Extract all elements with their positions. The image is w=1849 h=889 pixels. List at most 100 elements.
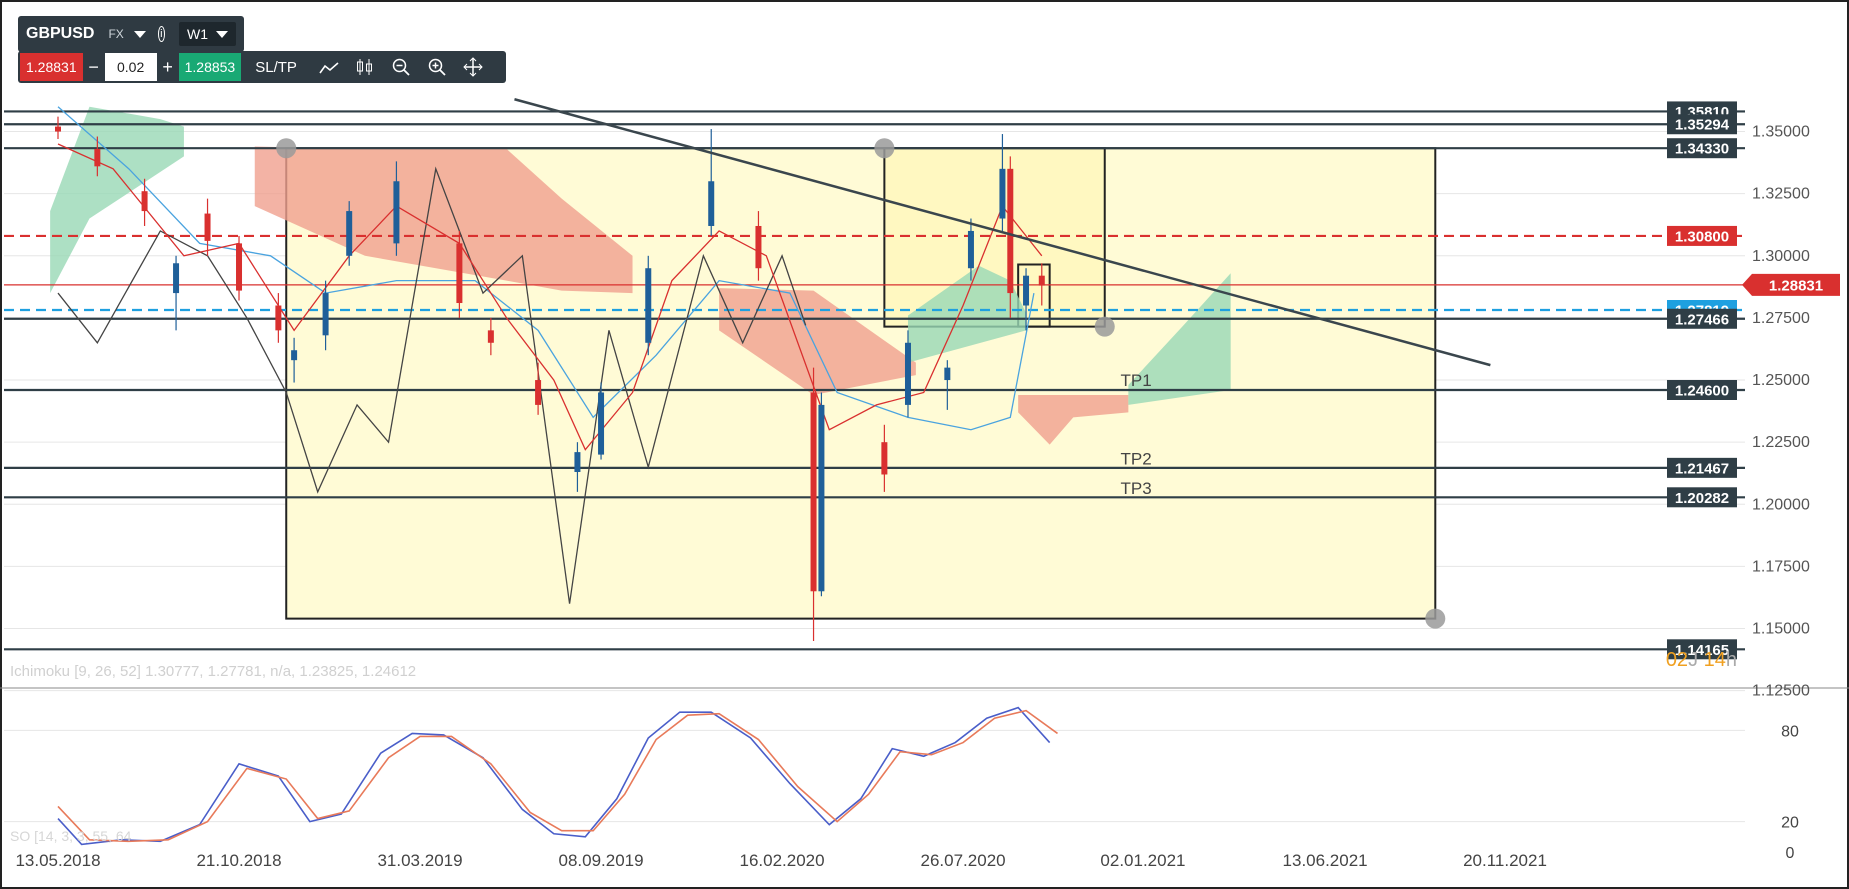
symbol-dropdown-icon[interactable] bbox=[133, 30, 146, 38]
level-label: 1.21467 bbox=[1675, 460, 1729, 477]
sell-price-button[interactable]: 1.28831 bbox=[20, 53, 83, 81]
candle-body bbox=[1023, 275, 1030, 306]
ichimoku-legend: Ichimoku [9, 26, 52] 1.30777, 1.27781, n… bbox=[10, 663, 416, 680]
tp-annotation: TP3 bbox=[1120, 479, 1151, 498]
tp-annotation: TP2 bbox=[1120, 449, 1151, 468]
y-tick-label: 1.35000 bbox=[1752, 124, 1810, 141]
y-tick-label: 1.27500 bbox=[1752, 310, 1810, 327]
candle-body bbox=[708, 181, 715, 226]
info-icon[interactable]: i bbox=[157, 26, 165, 42]
y-tick-label: 1.25000 bbox=[1752, 372, 1810, 389]
drag-handle[interactable] bbox=[1094, 316, 1115, 337]
y-tick-label: 1.12500 bbox=[1752, 683, 1810, 700]
x-tick-label: 02.01.2021 bbox=[1100, 851, 1185, 870]
osc-y-tick-label: 80 bbox=[1781, 723, 1799, 740]
level-tag bbox=[1667, 639, 1737, 660]
symbol-toolbar: GBPUSD FX i W1 bbox=[18, 16, 244, 52]
countdown-part: 14 bbox=[1698, 649, 1726, 671]
candle-body bbox=[944, 367, 951, 381]
candle-body bbox=[535, 380, 542, 405]
level-label: 1.28831 bbox=[1769, 277, 1823, 294]
candle-body bbox=[204, 213, 211, 241]
level-tag bbox=[1667, 457, 1737, 478]
x-tick-label: 08.09.2019 bbox=[558, 851, 643, 870]
buy-price-button[interactable]: 1.28853 bbox=[178, 53, 242, 81]
candle-body bbox=[1038, 275, 1045, 286]
candle-body bbox=[755, 225, 762, 269]
candle-body bbox=[346, 211, 353, 256]
lot-decrease-button[interactable]: − bbox=[88, 56, 99, 77]
x-tick-label: 21.10.2018 bbox=[196, 851, 281, 870]
trade-toolbar: 1.28831 − 0.02 + 1.28853 SL/TP bbox=[18, 51, 506, 83]
x-tick-label: 26.07.2020 bbox=[921, 851, 1006, 870]
level-tag bbox=[1667, 308, 1737, 329]
level-label: 1.20282 bbox=[1675, 490, 1729, 507]
sltp-button[interactable]: SL/TP bbox=[255, 58, 297, 76]
candle-body bbox=[393, 181, 400, 244]
y-tick-label: 1.15000 bbox=[1752, 621, 1810, 638]
drag-handle[interactable] bbox=[1425, 608, 1446, 629]
osc-y-tick-label: 20 bbox=[1781, 815, 1799, 832]
candle-body bbox=[173, 263, 180, 294]
move-icon[interactable] bbox=[455, 57, 491, 77]
tp-annotation: TP1 bbox=[1120, 371, 1151, 390]
current-price-tag bbox=[1742, 273, 1840, 296]
market-type: FX bbox=[108, 27, 124, 41]
level-label: 1.35294 bbox=[1675, 117, 1730, 134]
symbol-name[interactable]: GBPUSD bbox=[26, 25, 95, 42]
candle-body bbox=[487, 330, 494, 343]
bar-countdown: 02J 14h bbox=[1666, 649, 1737, 671]
zoom-out-icon[interactable] bbox=[383, 58, 419, 76]
x-tick-label: 13.06.2021 bbox=[1283, 851, 1368, 870]
x-tick-label: 13.05.2018 bbox=[15, 851, 100, 870]
ichimoku-cloud-bull bbox=[907, 265, 1027, 363]
ichimoku-cloud-bear bbox=[254, 146, 633, 294]
x-tick-label: 16.02.2020 bbox=[740, 851, 825, 870]
zoom-in-icon[interactable] bbox=[419, 58, 455, 76]
lot-size-field[interactable]: 0.02 bbox=[104, 53, 157, 81]
level-label: 1.14165 bbox=[1675, 642, 1729, 659]
x-tick-label: 31.03.2019 bbox=[377, 851, 462, 870]
candle-body bbox=[810, 392, 817, 592]
candle-body bbox=[881, 442, 888, 475]
timeframe-select[interactable]: W1 bbox=[179, 22, 236, 46]
candle-body bbox=[818, 404, 825, 592]
candle-body bbox=[275, 305, 282, 331]
level-label: 1.30800 bbox=[1675, 228, 1729, 245]
analysis-rectangle[interactable] bbox=[1017, 263, 1051, 328]
chevron-down-icon bbox=[216, 30, 228, 38]
level-tag bbox=[1667, 138, 1737, 159]
candle-body bbox=[967, 230, 974, 269]
candle-body bbox=[236, 243, 243, 291]
candle-body bbox=[456, 243, 463, 304]
candle-body bbox=[55, 126, 61, 132]
ichimoku-cloud-bull bbox=[50, 106, 184, 294]
level-label: 1.27466 bbox=[1675, 311, 1729, 328]
countdown-part: h bbox=[1726, 649, 1737, 671]
candle-body bbox=[598, 392, 605, 455]
ichimoku-cloud-bull bbox=[1128, 273, 1231, 405]
line-chart-icon[interactable] bbox=[311, 59, 347, 76]
candlestick-icon[interactable] bbox=[347, 58, 383, 76]
ichimoku-cloud-bear bbox=[1018, 394, 1129, 445]
lot-increase-button[interactable]: + bbox=[162, 56, 173, 77]
level-tag bbox=[1667, 487, 1737, 508]
candle-body bbox=[999, 168, 1006, 219]
countdown-part: J bbox=[1688, 649, 1698, 671]
osc-y-tick-label: 0 bbox=[1786, 845, 1795, 862]
stochastic-legend: SO [14, 3, 3, 55, 64 bbox=[10, 828, 132, 844]
drag-handle[interactable] bbox=[276, 138, 297, 159]
level-tag bbox=[1667, 225, 1737, 246]
candle-body bbox=[645, 268, 652, 343]
stochastic-line bbox=[57, 706, 1051, 846]
y-tick-label: 1.20000 bbox=[1752, 496, 1810, 513]
countdown-part: 02 bbox=[1666, 649, 1688, 671]
candle-body bbox=[94, 148, 101, 167]
drag-handle[interactable] bbox=[874, 138, 895, 159]
candle-body bbox=[904, 342, 911, 405]
level-tag bbox=[1667, 114, 1737, 135]
candle-body bbox=[574, 452, 581, 472]
trendline[interactable] bbox=[514, 98, 1491, 367]
